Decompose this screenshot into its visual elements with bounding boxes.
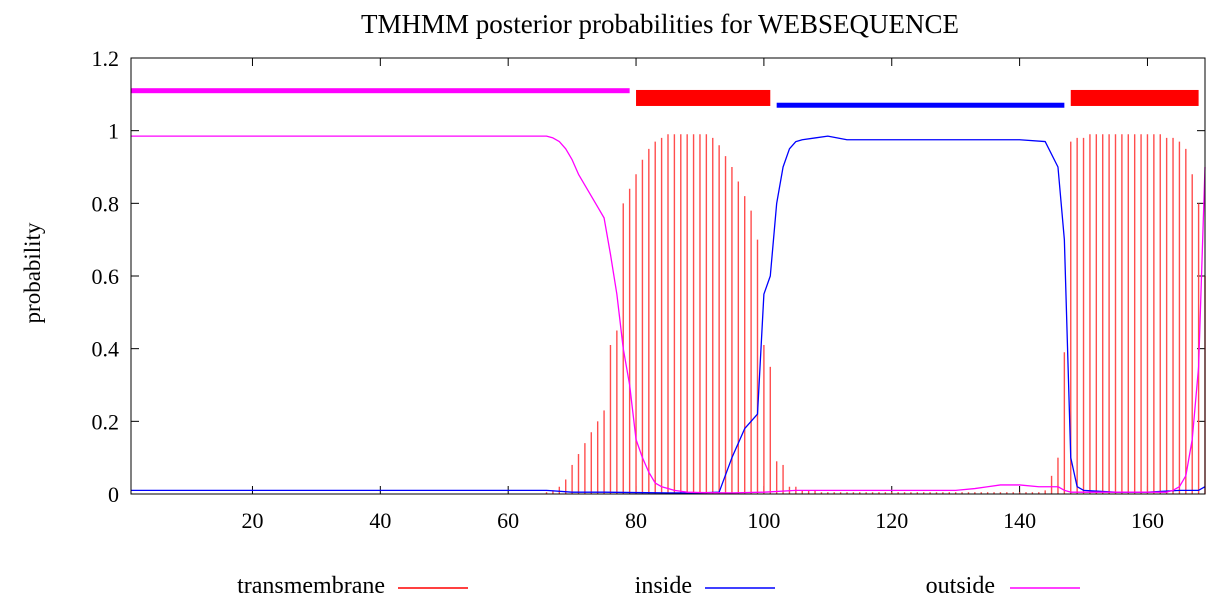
x-tick-label: 40 xyxy=(369,508,391,533)
inside-series xyxy=(131,135,1206,494)
legend-outside-label: outside xyxy=(926,573,995,599)
y-tick-label: 0 xyxy=(108,482,119,507)
y-tick-label: 1 xyxy=(108,119,119,144)
legend-inside-label: inside xyxy=(635,573,692,599)
chart-title: TMHMM posterior probabilities for WEBSEQ… xyxy=(361,9,959,39)
outside-series xyxy=(131,135,1206,494)
topology-bar-transmembrane xyxy=(1070,89,1199,106)
x-tick-label: 160 xyxy=(1131,508,1164,533)
y-axis-label: probability xyxy=(20,222,45,323)
y-tick-label: 0.2 xyxy=(92,409,120,434)
plot-area: 0 0.2 0.4 0.6 0.8 1 1.2 20 40 60 80 100 120 140 160 xyxy=(92,46,1206,533)
legend-transmembrane-label: transmembrane xyxy=(237,573,385,599)
inside-line xyxy=(131,135,1206,494)
outside-line xyxy=(131,135,1206,494)
x-tick-label: 120 xyxy=(875,508,908,533)
plot-frame xyxy=(130,57,1206,495)
transmembrane-series xyxy=(545,134,1206,494)
x-tick-label: 140 xyxy=(1003,508,1036,533)
topology-bar-transmembrane xyxy=(636,89,771,106)
legend: transmembrane inside outside xyxy=(237,573,1080,599)
y-tick-label: 0.6 xyxy=(92,264,120,289)
x-tick-label: 60 xyxy=(497,508,519,533)
topology-bar-inside xyxy=(776,102,1065,108)
topology-bar-outside xyxy=(131,88,630,94)
y-tick-label: 1.2 xyxy=(92,46,120,71)
x-tick-label: 80 xyxy=(625,508,647,533)
y-tick-label: 0.8 xyxy=(92,191,120,216)
tick-label-layer: 0 0.2 0.4 0.6 0.8 1 1.2 20 40 60 80 100 120 140 160 xyxy=(92,46,1164,533)
x-tick-label: 100 xyxy=(747,508,780,533)
topology-bars-layer xyxy=(131,88,1199,108)
y-tick-label: 0.4 xyxy=(92,337,120,362)
x-tick-label: 20 xyxy=(241,508,263,533)
